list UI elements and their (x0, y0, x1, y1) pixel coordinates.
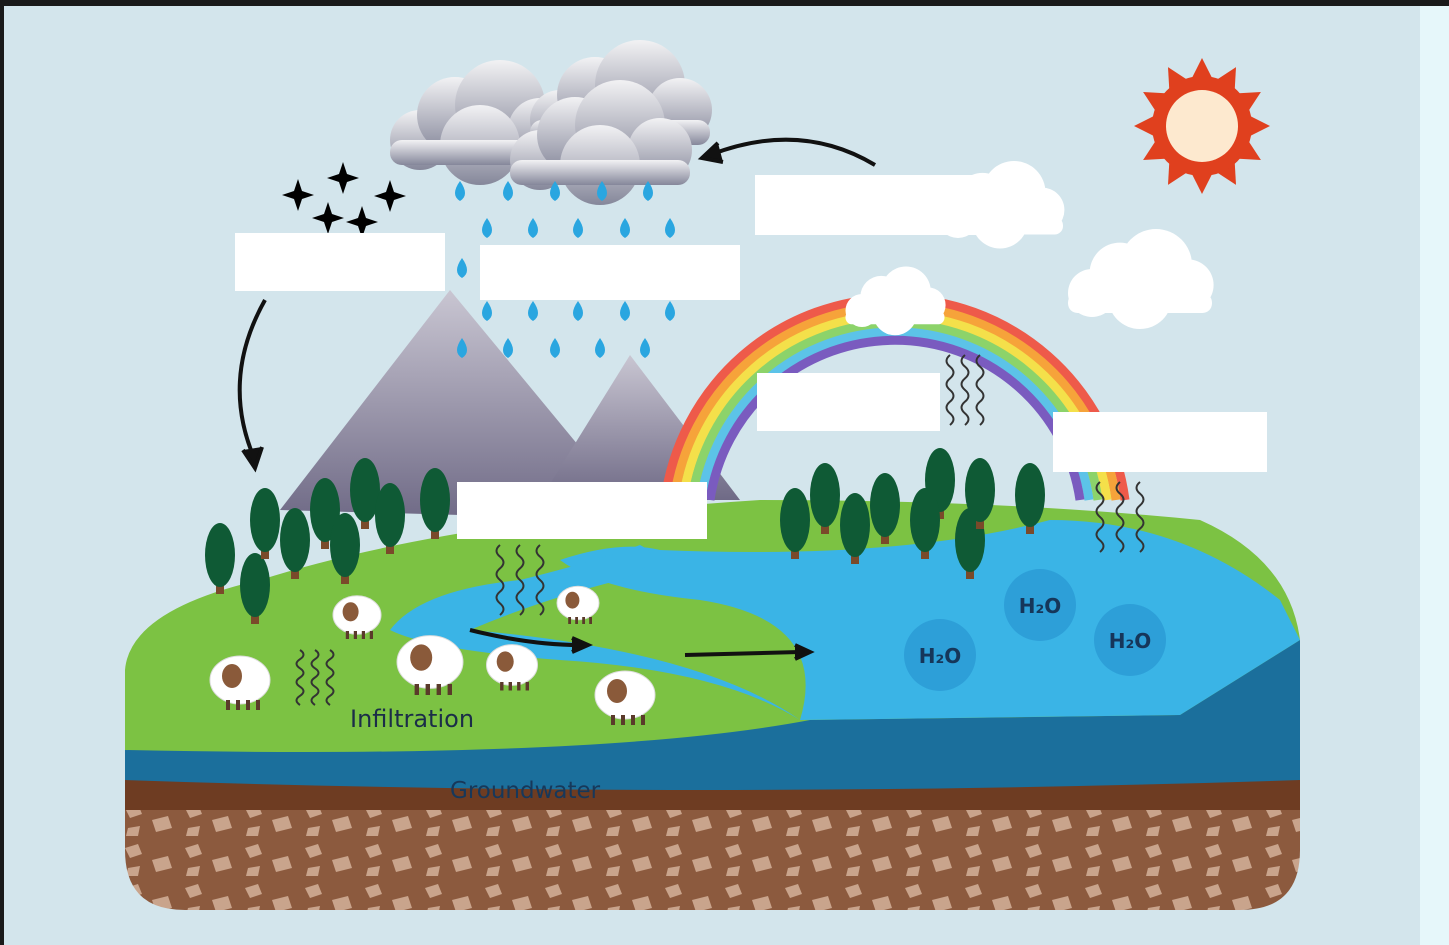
sheep-head (343, 602, 359, 621)
sheep-head (607, 679, 627, 703)
sheep-leg (226, 700, 230, 710)
sheep-leg (354, 631, 357, 639)
sheep-leg (526, 682, 529, 691)
water-cycle-diagram: H₂O H₂O H₂O Infiltration Groundwater (0, 0, 1449, 945)
answer-box[interactable] (1053, 412, 1267, 472)
sheep-leg (370, 631, 373, 639)
sheep-leg (246, 700, 250, 710)
tree-crown (910, 488, 940, 552)
sheep-leg (509, 682, 512, 691)
cloud-base (1068, 293, 1212, 313)
sheep-head (222, 664, 242, 688)
sheep-head (497, 651, 514, 671)
sheep-leg (589, 617, 592, 624)
sheep-leg (415, 684, 419, 695)
answer-box[interactable] (755, 175, 990, 235)
sheep-leg (256, 700, 260, 710)
sheep-leg (631, 715, 635, 725)
tree-crown (870, 473, 900, 537)
tree-crown (330, 513, 360, 577)
molecule-label: H₂O (1019, 594, 1062, 618)
molecule-label: H₂O (1109, 629, 1152, 653)
sheep-leg (575, 617, 578, 624)
sheep-head (565, 592, 579, 609)
sheep-leg (362, 631, 365, 639)
sheep-head (410, 644, 432, 670)
side-strip (1420, 6, 1449, 945)
tree-crown (205, 523, 235, 587)
cloud-base (846, 311, 945, 325)
sheep-leg (582, 617, 585, 624)
tree-crown (810, 463, 840, 527)
sheep-leg (517, 682, 520, 691)
answer-box[interactable] (757, 373, 940, 431)
groundwater-label: Groundwater (450, 778, 601, 804)
sheep-leg (500, 682, 503, 691)
sheep-leg (621, 715, 625, 725)
tree-crown (1015, 463, 1045, 527)
tree-crown (780, 488, 810, 552)
answer-box[interactable] (457, 482, 707, 539)
tree-crown (420, 468, 450, 532)
sheep-leg (448, 684, 452, 695)
sheep-leg (568, 617, 571, 624)
tree-crown (240, 553, 270, 617)
tree-crown (965, 458, 995, 522)
sheep-leg (437, 684, 441, 695)
cloud-base (510, 160, 690, 185)
tree-crown (250, 488, 280, 552)
molecule-label: H₂O (919, 644, 962, 668)
tree-crown (375, 483, 405, 547)
answer-box[interactable] (235, 233, 445, 291)
answer-box[interactable] (480, 245, 740, 300)
infiltration-label: Infiltration (350, 705, 474, 733)
sheep-leg (641, 715, 645, 725)
tree-crown (840, 493, 870, 557)
sheep-leg (236, 700, 240, 710)
sheep-leg (426, 684, 430, 695)
sheep-leg (346, 631, 349, 639)
tree-crown (280, 508, 310, 572)
sheep-leg (611, 715, 615, 725)
